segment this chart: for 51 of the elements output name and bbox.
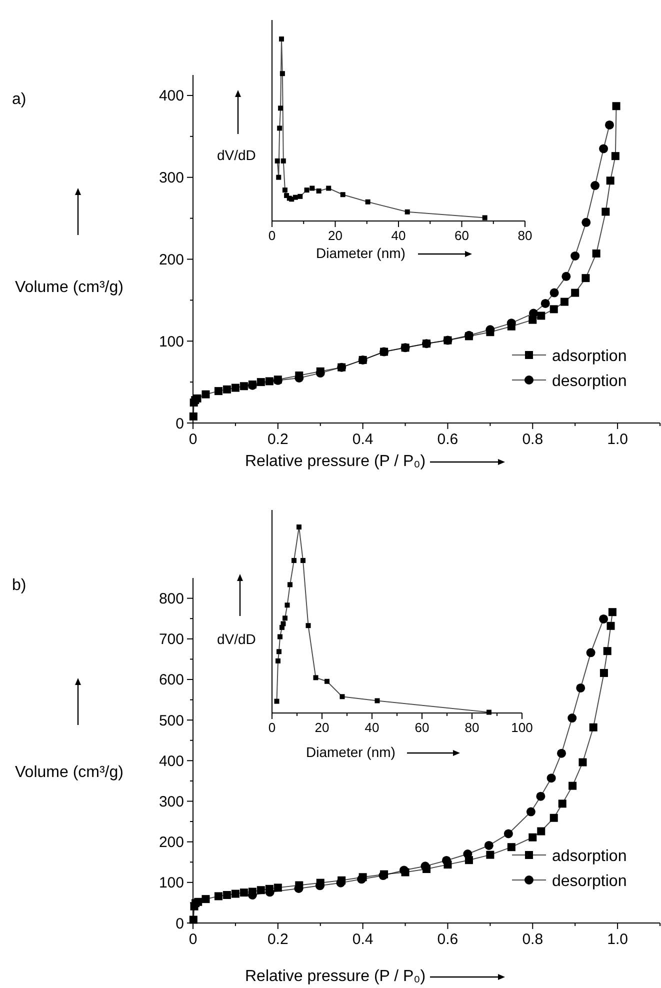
x-tick-label: 0.6 [437,931,458,948]
y-axis-title: Volume (cm³/g) [15,764,124,781]
x-tick-label: 0.4 [352,431,374,448]
x-tick-label: 0.2 [267,431,288,448]
x-tick-label: 1.0 [607,931,628,948]
x-tick-label: 0.4 [352,931,374,948]
y-tick-label: 600 [158,672,184,689]
x-tick-label: 0.8 [522,931,544,948]
legend-label: adsorption [552,348,627,365]
x-tick-label: 0.6 [437,431,458,448]
y-axis-title: dV/dD [217,631,256,647]
legend-label: desorption [552,873,627,890]
y-tick-label: 200 [158,251,184,268]
y-tick-label: 300 [158,170,184,187]
y-tick-label: 0 [176,915,184,932]
x-tick-label: 0.8 [522,431,544,448]
y-tick-label: 0 [176,415,184,432]
x-axis-title: Diameter (nm) [306,744,396,760]
text: b) [12,577,26,594]
x-tick-label: 0 [188,931,198,948]
y-tick-label: 400 [158,752,184,770]
legend-label: desorption [552,373,627,390]
y-axis-title: dV/dD [217,147,256,163]
x-tick-label: 80 [464,720,480,735]
y-tick-label: 200 [158,834,184,852]
x-tick-label: 0 [268,720,276,735]
x-tick-label: 1.0 [607,431,628,448]
y-tick-label: 300 [158,793,184,810]
y-tick-label: 100 [158,874,184,892]
x-tick-label: 20 [328,228,342,243]
x-axis-title: Relative pressure (P / P₀) [245,968,426,985]
x-tick-label: 0 [188,431,198,448]
x-axis-title: Relative pressure (P / P₀) [245,453,426,470]
x-axis-title: Diameter (nm) [316,245,406,261]
x-tick-label: 60 [414,720,430,735]
legend-label: adsorption [552,848,627,865]
x-tick-label: 0.2 [267,931,288,948]
y-tick-label: 500 [158,712,184,730]
y-tick-label: 400 [158,88,184,105]
x-tick-label: 0 [268,228,276,243]
text: a) [12,91,26,108]
y-tick-label: 100 [158,333,184,350]
x-tick-label: 40 [364,720,380,735]
x-tick-label: 100 [511,720,533,735]
x-tick-label: 80 [518,228,532,243]
x-tick-label: 60 [454,228,469,243]
y-tick-label: 800 [158,590,184,608]
y-axis-title: Volume (cm³/g) [15,279,124,296]
y-tick-label: 700 [158,631,184,648]
x-tick-label: 40 [391,228,406,243]
x-tick-label: 20 [314,720,330,735]
